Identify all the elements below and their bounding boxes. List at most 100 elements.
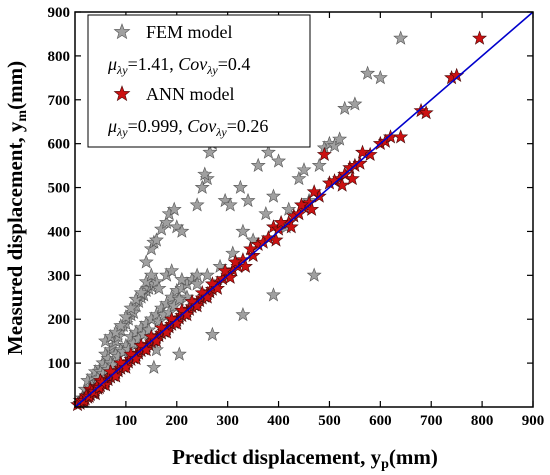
- fem-cov-symbol: Cov: [178, 54, 207, 74]
- ann-point-102: [148, 333, 164, 348]
- y-tick-label-2: 300: [48, 268, 71, 284]
- fem-point-91: [260, 144, 276, 159]
- fem-point-33: [113, 317, 129, 333]
- ann-point-104: [159, 324, 175, 339]
- ann-point-117: [227, 254, 243, 269]
- fem-point-81: [202, 144, 218, 159]
- fem-point-35: [123, 300, 139, 315]
- ann-point-78: [352, 155, 368, 170]
- reference-line-group: [74, 11, 534, 408]
- legend-label-fem: FEM model: [146, 22, 233, 42]
- fem-point-113: [258, 206, 274, 221]
- ann-point-128: [344, 170, 360, 186]
- legend: FEM model μλy=1.41, Covλy=0.4 ANN model …: [87, 14, 311, 148]
- ann-mu-sub: λy: [116, 125, 128, 139]
- y-tick-label-6: 700: [48, 93, 71, 109]
- fem-point-108: [306, 267, 322, 282]
- y-axis-title: Measured displacement, ym(mm): [3, 61, 30, 355]
- fem-point-109: [265, 287, 281, 302]
- fem-point-34: [118, 309, 134, 324]
- ann-point-108: [179, 306, 195, 322]
- ann-point-85: [418, 105, 434, 120]
- ann-point-83: [393, 129, 409, 144]
- ann-point-129: [355, 144, 370, 159]
- fem-point-88: [232, 179, 248, 194]
- x-tick-label-7: 800: [471, 413, 494, 429]
- legend-label-ann: ANN model: [146, 84, 235, 104]
- y-axis-title-sub: m: [15, 110, 30, 122]
- fem-point-98: [311, 157, 327, 172]
- fem-star-icon: [113, 23, 131, 40]
- ann-point-98: [128, 350, 144, 366]
- ann-cov-symbol: Cov: [187, 116, 216, 136]
- fem-point-138: [166, 298, 182, 313]
- fem-point-78: [194, 179, 210, 194]
- ann-cov-value: =0.26: [227, 116, 269, 136]
- ann-point-106: [169, 315, 185, 330]
- fem-point-103: [337, 100, 353, 115]
- legend-stats-ann: μλy=0.999, Covλy=0.26: [107, 116, 268, 139]
- y-axis-title-unit: (mm): [3, 61, 27, 110]
- fem-point-71: [164, 263, 180, 278]
- fem-point-75: [146, 359, 162, 374]
- fem-point-137: [161, 304, 177, 319]
- ann-point-88: [472, 30, 488, 45]
- ann-star-icon: [113, 85, 131, 102]
- fem-point-39: [143, 267, 159, 282]
- y-axis-title-main: Measured displacement, y: [3, 121, 27, 355]
- fem-series: [72, 30, 409, 407]
- ann-point-94: [108, 368, 124, 383]
- fem-point-107: [393, 30, 409, 45]
- fem-point-38: [138, 274, 154, 289]
- y-tick-label-1: 200: [48, 312, 71, 328]
- legend-stats-fem: μλy=1.41, Covλy=0.4: [107, 54, 250, 77]
- fem-point-110: [235, 306, 251, 322]
- fem-point-76: [171, 346, 187, 361]
- x-tick-label-2: 300: [216, 413, 239, 429]
- y-tick-label-5: 600: [48, 137, 71, 153]
- fem-point-87: [222, 197, 238, 212]
- x-tick-label-1: 200: [166, 413, 189, 429]
- fem-point-135: [151, 313, 167, 328]
- ann-point-112: [199, 289, 215, 304]
- fem-point-64: [154, 221, 169, 236]
- fem-point-77: [189, 197, 205, 212]
- ann-point-96: [118, 359, 134, 374]
- axes: 100 200 300 400 500 600 700 800 900 100 200 300 400 5…: [48, 5, 545, 429]
- fem-point-104: [347, 96, 363, 111]
- fem-mu-sub: λy: [116, 63, 128, 77]
- ann-point-72: [316, 146, 332, 161]
- ann-point-114: [210, 280, 225, 295]
- x-axis-title-unit: (mm): [389, 445, 438, 469]
- x-tick-label-5: 600: [369, 413, 392, 429]
- fem-point-67: [166, 201, 182, 216]
- fem-point-36: [128, 291, 144, 306]
- x-axis-title: Predict displacement, yp(mm): [172, 445, 438, 472]
- axes-frame: [74, 11, 534, 408]
- legend-marker-ann: [113, 85, 131, 102]
- fem-point-139: [171, 291, 187, 306]
- fem-point-60: [138, 254, 154, 269]
- ann-point-125: [306, 184, 322, 199]
- fem-cov-sub: λy: [206, 63, 218, 77]
- x-tick-label-4: 500: [318, 413, 341, 429]
- fem-point-72: [174, 271, 190, 287]
- fem-point-119: [189, 276, 205, 291]
- fem-point-80: [197, 166, 213, 181]
- fem-cov-value: =0.4: [218, 54, 251, 74]
- fem-mu-symbol: μ: [107, 54, 117, 74]
- fem-point-106: [372, 69, 388, 85]
- ann-point-100: [138, 342, 154, 357]
- fem-point-63: [148, 232, 164, 247]
- fem-point-53: [159, 296, 175, 311]
- fem-point-93: [271, 153, 287, 168]
- y-tick-label-0: 100: [48, 356, 71, 372]
- ann-point-123: [293, 197, 309, 212]
- fem-mu-value: =1.41,: [128, 54, 179, 74]
- fem-point-90: [250, 157, 266, 172]
- fem-point-92: [265, 188, 281, 203]
- y-tick-label-7: 800: [48, 49, 71, 65]
- ann-point-115: [217, 263, 233, 278]
- fem-point-54: [164, 289, 180, 304]
